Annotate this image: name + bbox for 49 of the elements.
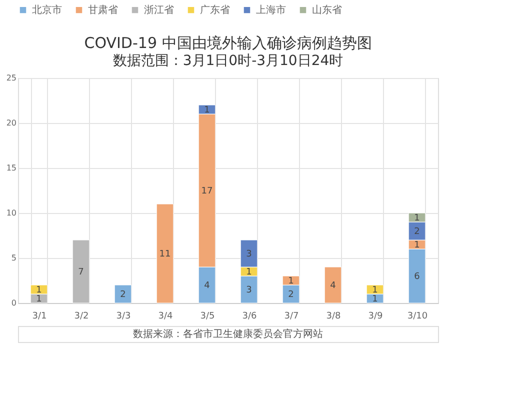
x-tick-label: 3/6 — [242, 312, 258, 322]
data-label: 1 — [372, 286, 378, 296]
y-tick-label: 15 — [6, 164, 16, 172]
x-tick-label: 3/8 — [326, 312, 342, 322]
data-label: 1 — [288, 276, 294, 286]
data-label: 1 — [372, 294, 378, 304]
data-label: 1 — [204, 106, 210, 116]
data-label: 1 — [414, 240, 420, 250]
data-label: 1 — [36, 294, 42, 304]
bar — [114, 284, 132, 304]
legend-label: 浙江省 — [144, 4, 174, 16]
data-label: 7 — [78, 268, 84, 278]
chart-subtitle: 数据范围：3月1日0时-3月10日24时 — [112, 53, 344, 69]
y-tick-label: 10 — [6, 208, 16, 218]
x-tick-label: 3/2 — [74, 312, 89, 322]
x-tick-label: 3/1 — [32, 312, 47, 322]
x-tick-label: 3/3 — [116, 312, 131, 322]
data-label: 4 — [330, 281, 336, 291]
y-tick-label: 0 — [11, 298, 16, 308]
bar — [156, 204, 174, 304]
legend-label: 广东省 — [200, 4, 230, 16]
bar — [324, 266, 342, 304]
legend-label: 甘肃省 — [88, 4, 118, 16]
data-label: 1 — [36, 286, 42, 296]
legend-label: 北京市 — [32, 4, 62, 16]
data-label: 2 — [120, 290, 126, 300]
data-label: 1 — [246, 268, 252, 278]
x-tick-label: 3/9 — [368, 312, 384, 322]
data-label: 1 — [414, 214, 420, 224]
data-label: 17 — [201, 186, 213, 196]
x-tick-label: 3/10 — [407, 312, 428, 322]
y-tick-label: 20 — [6, 118, 16, 128]
x-tick-label: 3/4 — [158, 312, 174, 322]
chart-title: COVID-19 中国由境外输入确诊病例趋势图 — [84, 34, 372, 52]
data-label: 6 — [414, 272, 420, 282]
legend-label: 上海市 — [256, 4, 286, 16]
data-label: 3 — [246, 250, 252, 260]
y-tick-label: 5 — [11, 254, 16, 262]
bar — [72, 240, 90, 304]
x-tick-label: 3/5 — [200, 312, 215, 322]
data-label: 2 — [414, 227, 420, 237]
data-label: 2 — [288, 290, 294, 300]
x-tick-label: 3/7 — [284, 312, 299, 322]
legend-label: 山东省 — [312, 4, 342, 16]
source-note: 数据来源：各省市卫生健康委员会官方网站 — [133, 328, 323, 340]
data-label: 3 — [246, 286, 252, 296]
data-label: 4 — [204, 281, 210, 291]
y-tick-label: 25 — [6, 74, 16, 82]
data-label: 11 — [159, 250, 171, 260]
